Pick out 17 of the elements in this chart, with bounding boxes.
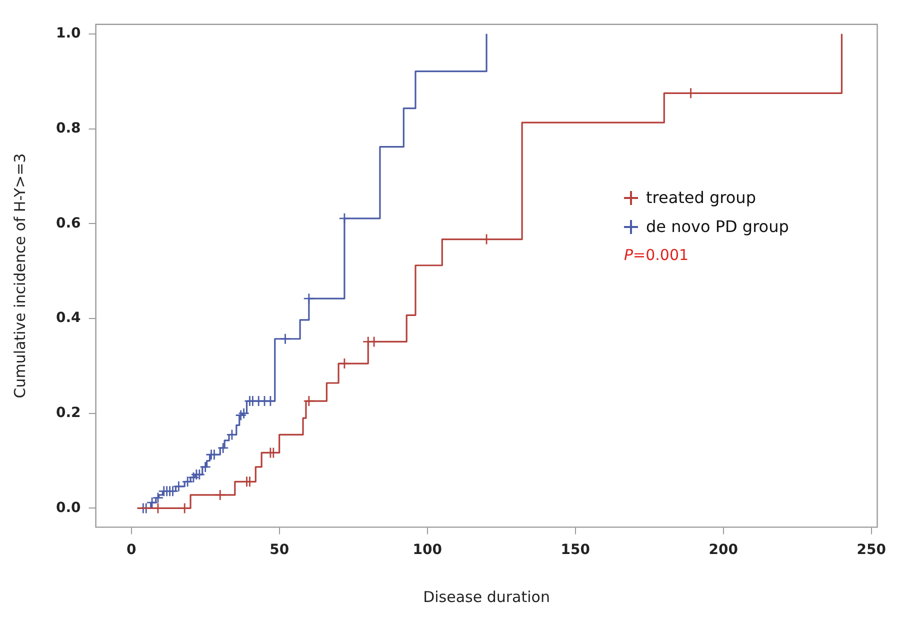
y-tick-label: 1.0: [56, 26, 82, 42]
y-tick-label: 0.2: [56, 405, 81, 421]
x-tick-label: 150: [560, 542, 590, 558]
annotation: P=0.001: [624, 246, 690, 264]
x-tick-label: 100: [412, 542, 442, 558]
y-axis-title: Cumulative incidence of H-Y>=3: [10, 153, 29, 398]
legend-label: de novo PD group: [646, 217, 789, 236]
x-tick-label: 250: [856, 542, 886, 558]
legend-label: treated group: [646, 188, 756, 207]
x-tick-label: 0: [126, 542, 136, 558]
y-tick-label: 0.6: [56, 215, 81, 232]
y-tick-label: 0.8: [56, 120, 81, 136]
y-tick-label: 0.0: [56, 500, 82, 516]
x-axis-title: Disease duration: [423, 588, 550, 606]
y-tick-label: 0.4: [56, 310, 82, 326]
x-tick-label: 200: [708, 542, 738, 558]
x-tick-label: 50: [270, 542, 290, 558]
